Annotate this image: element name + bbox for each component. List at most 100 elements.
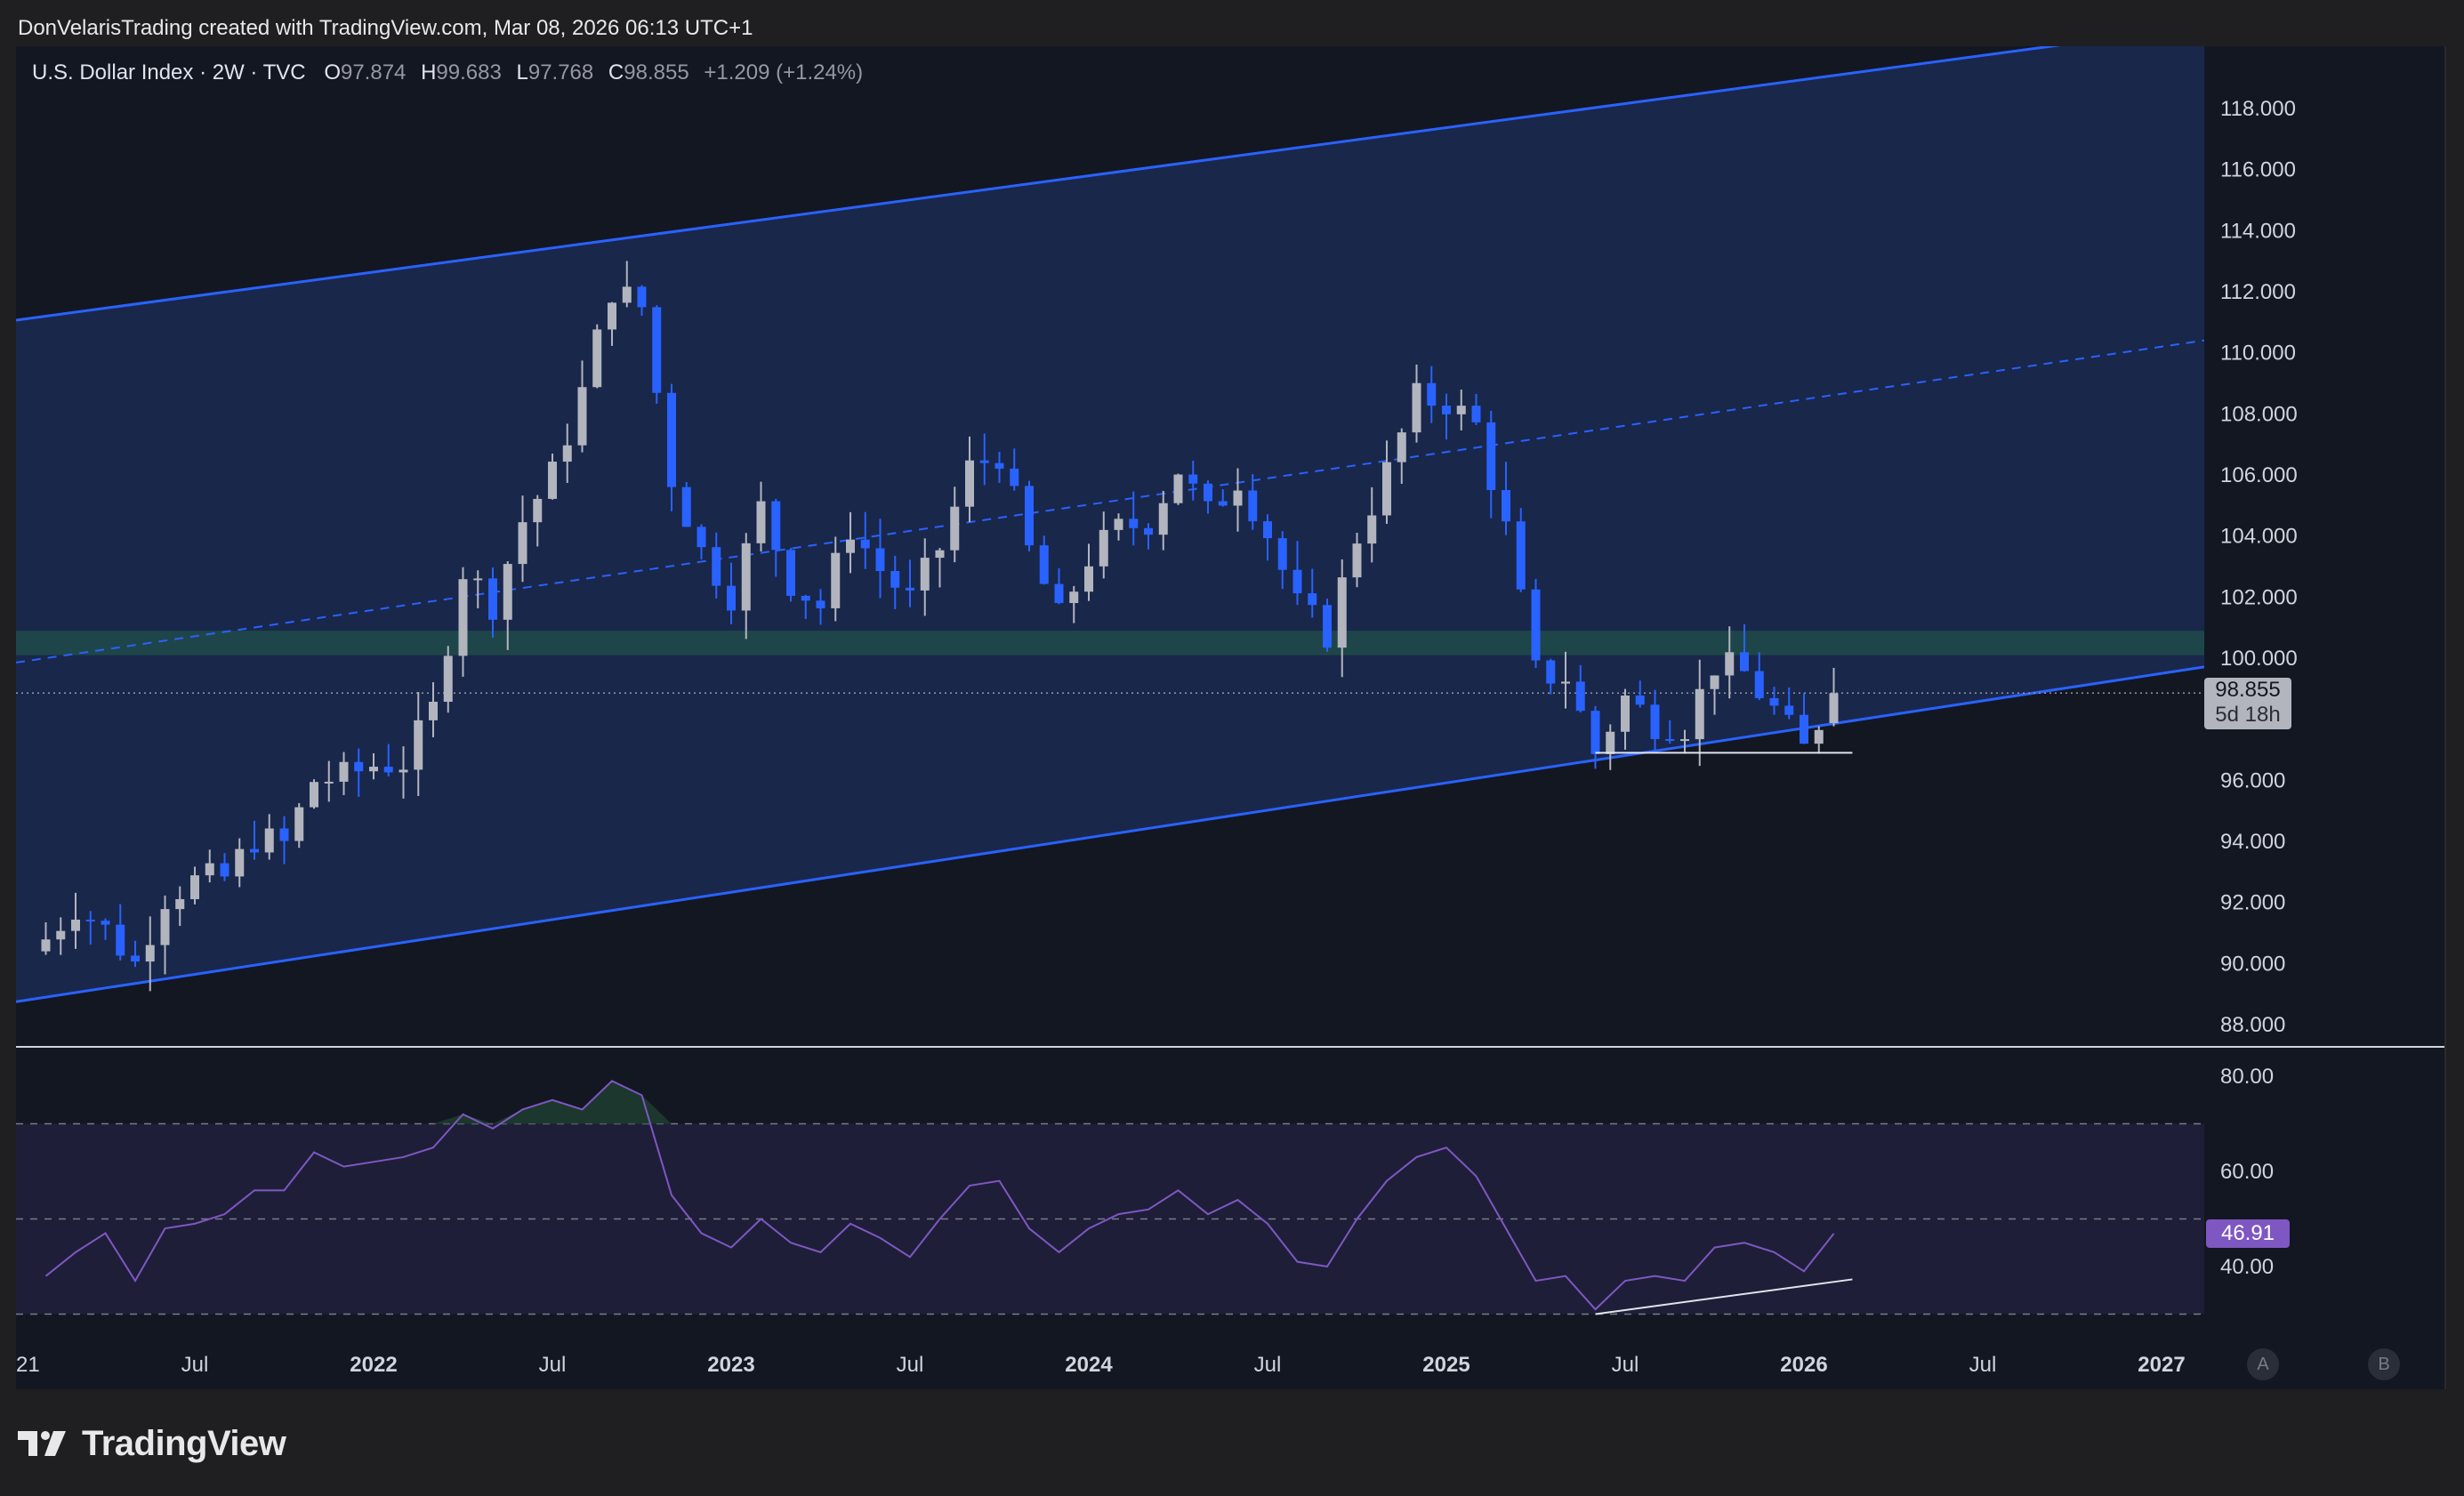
rsi-overbought-fill (45, 1081, 1834, 1124)
attribution-text: DonVelarisTrading created with TradingVi… (18, 16, 753, 40)
symbol-title: U.S. Dollar Index · 2W · TVC (32, 60, 306, 84)
candle (667, 383, 676, 511)
candle (935, 548, 945, 588)
candle (324, 760, 334, 802)
compare-a-button[interactable]: A (2247, 1348, 2279, 1380)
candle-body (429, 702, 438, 720)
candle-body (1352, 543, 1362, 578)
candle-body (1069, 591, 1079, 604)
candle (56, 917, 66, 955)
candle-body (1606, 731, 1615, 754)
low-label: L (516, 60, 528, 84)
candle (1204, 480, 1212, 514)
candle-body (681, 487, 691, 527)
candle (1323, 599, 1332, 652)
candle (1471, 393, 1481, 425)
candle-body (71, 920, 80, 931)
candle-body (279, 828, 289, 841)
candle (131, 940, 140, 968)
candle-body (816, 600, 825, 608)
chart-canvas[interactable]: 118.000 116.000 114.000 112.000 110.000 108.0… (16, 46, 2444, 1389)
candle-body (1531, 589, 1541, 661)
channel-lower-line (16, 665, 2204, 1003)
low-value: 97.768 (527, 60, 594, 84)
candle-body (1158, 503, 1168, 535)
close-label: C (608, 60, 624, 84)
candle-body (1754, 671, 1764, 698)
candle (1575, 664, 1585, 713)
tradingview-logo[interactable]: TradingView (18, 1421, 286, 1466)
candle (979, 433, 989, 486)
candle (860, 511, 870, 569)
candle-body (1129, 519, 1139, 528)
time-axis-bg (16, 1332, 2444, 1389)
candle (518, 495, 527, 583)
price-axis-label: 88.000 (2220, 1013, 2285, 1037)
price-axis-label: 96.000 (2220, 768, 2285, 792)
candle-body (1337, 577, 1347, 648)
candle-body (1635, 696, 1645, 705)
compare-b-button[interactable]: B (2368, 1348, 2400, 1380)
candle-body (458, 579, 468, 656)
time-axis-label: Jul (1254, 1353, 1282, 1377)
candle (816, 589, 825, 625)
candle-body (1277, 538, 1287, 570)
candle-body (1829, 693, 1839, 723)
candle (920, 538, 930, 616)
candle-body (1039, 545, 1049, 584)
candle-body (741, 543, 751, 611)
candle-body (1800, 714, 1808, 744)
candle (71, 892, 80, 949)
candle (1099, 511, 1108, 579)
candle-body (1099, 529, 1108, 567)
chart-panel[interactable]: 118.000 116.000 114.000 112.000 110.000 108.0… (16, 46, 2446, 1389)
candle (488, 567, 497, 638)
change-value: +1.209 (+1.24%) (704, 60, 864, 84)
candles (41, 261, 1839, 992)
candle (101, 918, 110, 940)
candle (1233, 468, 1243, 532)
candle-body (906, 587, 914, 591)
candle (458, 567, 468, 677)
price-axis-label: 108.000 (2220, 402, 2298, 426)
candle-body (1292, 569, 1302, 594)
candle (622, 261, 632, 308)
candle-body (145, 945, 155, 962)
candle-body (324, 781, 334, 784)
candle-body (860, 539, 870, 549)
candle (1158, 490, 1168, 551)
candle-body (1204, 483, 1212, 502)
candle (1308, 568, 1317, 618)
candle (116, 904, 125, 961)
candle (994, 451, 1004, 483)
candle-body (1695, 688, 1704, 740)
candle (1486, 410, 1496, 519)
price-axis-label: 104.000 (2220, 525, 2298, 549)
channel-upper-line (16, 46, 2062, 322)
candle-body (1054, 583, 1064, 604)
candle (399, 746, 408, 799)
candle (1740, 623, 1749, 672)
candle (727, 562, 736, 624)
candle-body (1680, 739, 1689, 742)
candle (697, 524, 706, 559)
candle-body (1814, 729, 1824, 744)
candle (950, 487, 960, 563)
candle (1800, 693, 1808, 744)
candle-body (220, 863, 229, 877)
candle (1784, 687, 1794, 720)
candle-body (577, 387, 587, 446)
candle-body (1382, 462, 1391, 516)
candle (637, 285, 647, 316)
candle (1635, 680, 1645, 708)
last-price-value: 98.855 (2215, 678, 2281, 702)
candle-body (1516, 521, 1526, 590)
candle-body (667, 392, 676, 487)
bar-countdown: 5d 18h (2215, 703, 2281, 727)
candle (85, 911, 95, 945)
candle-body (1471, 406, 1481, 422)
candle-body (994, 462, 1004, 469)
candle (339, 752, 349, 795)
candle-body (1486, 422, 1496, 490)
candle-body (503, 564, 512, 620)
